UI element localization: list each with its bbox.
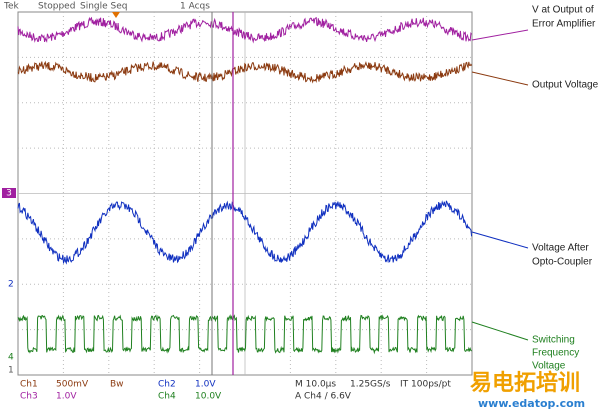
footer-item: 1.25GS/s bbox=[350, 380, 391, 390]
brand: Tek bbox=[3, 2, 20, 12]
acquisitions: 1 Acqs bbox=[180, 2, 210, 12]
annotation: Output Voltage bbox=[532, 80, 599, 91]
footer-item: Ch3 bbox=[20, 392, 38, 402]
trigger-position bbox=[112, 12, 120, 18]
channel-marker bbox=[2, 188, 16, 198]
watermark-url: www.edatop.com bbox=[478, 397, 585, 410]
annotations: V at Output of Error Amplifier Output Vo… bbox=[471, 5, 599, 372]
annotation: Voltage bbox=[532, 361, 566, 372]
watermark: 易电拓培训 www.edatop.com bbox=[470, 370, 585, 410]
mode: Single Seq bbox=[80, 2, 128, 12]
waveform bbox=[17, 200, 473, 265]
annotation: Switching bbox=[532, 335, 575, 346]
waveform bbox=[17, 314, 472, 355]
leader-line bbox=[471, 231, 529, 249]
channel-marker-label: 1 bbox=[8, 366, 14, 376]
leader-line bbox=[471, 29, 529, 41]
footer-item: 500mV bbox=[56, 380, 89, 390]
annotation: Error Amplifier bbox=[532, 19, 596, 30]
traces bbox=[17, 16, 473, 355]
graticule bbox=[18, 12, 472, 375]
footer-item: 10.0V bbox=[195, 392, 222, 402]
leader-line bbox=[471, 71, 529, 86]
footer-item: Ch4 bbox=[158, 392, 176, 402]
leader-line bbox=[471, 321, 529, 341]
status: Stopped bbox=[38, 2, 75, 12]
channel-marker-label: 2 bbox=[8, 280, 14, 290]
watermark-title: 易电拓培训 bbox=[470, 370, 580, 396]
footer-item: Bw bbox=[110, 380, 124, 390]
waveform bbox=[17, 16, 473, 44]
annotation: Voltage After bbox=[532, 243, 589, 254]
annotation: Opto-Coupler bbox=[532, 257, 593, 268]
annotation: V at Output of bbox=[532, 5, 594, 16]
annotation: Frequency bbox=[532, 348, 579, 359]
footer: Ch1 500mV Bw Ch2 1.0V M 10.0µs 1.25GS/s … bbox=[20, 380, 451, 402]
footer-item: A Ch4 ∕ 6.6V bbox=[295, 392, 352, 402]
footer-item: Ch2 bbox=[158, 380, 176, 390]
channel-marker-label: 3 bbox=[6, 189, 12, 199]
footer-item: Ch1 bbox=[20, 380, 38, 390]
waveform bbox=[17, 60, 473, 84]
channel-marker-label: 4 bbox=[8, 353, 14, 363]
footer-item: M 10.0µs bbox=[295, 380, 336, 390]
footer-item: IT 100ps/pt bbox=[400, 380, 451, 390]
footer-item: 1.0V bbox=[195, 380, 216, 390]
footer-item: 1.0V bbox=[56, 392, 77, 402]
